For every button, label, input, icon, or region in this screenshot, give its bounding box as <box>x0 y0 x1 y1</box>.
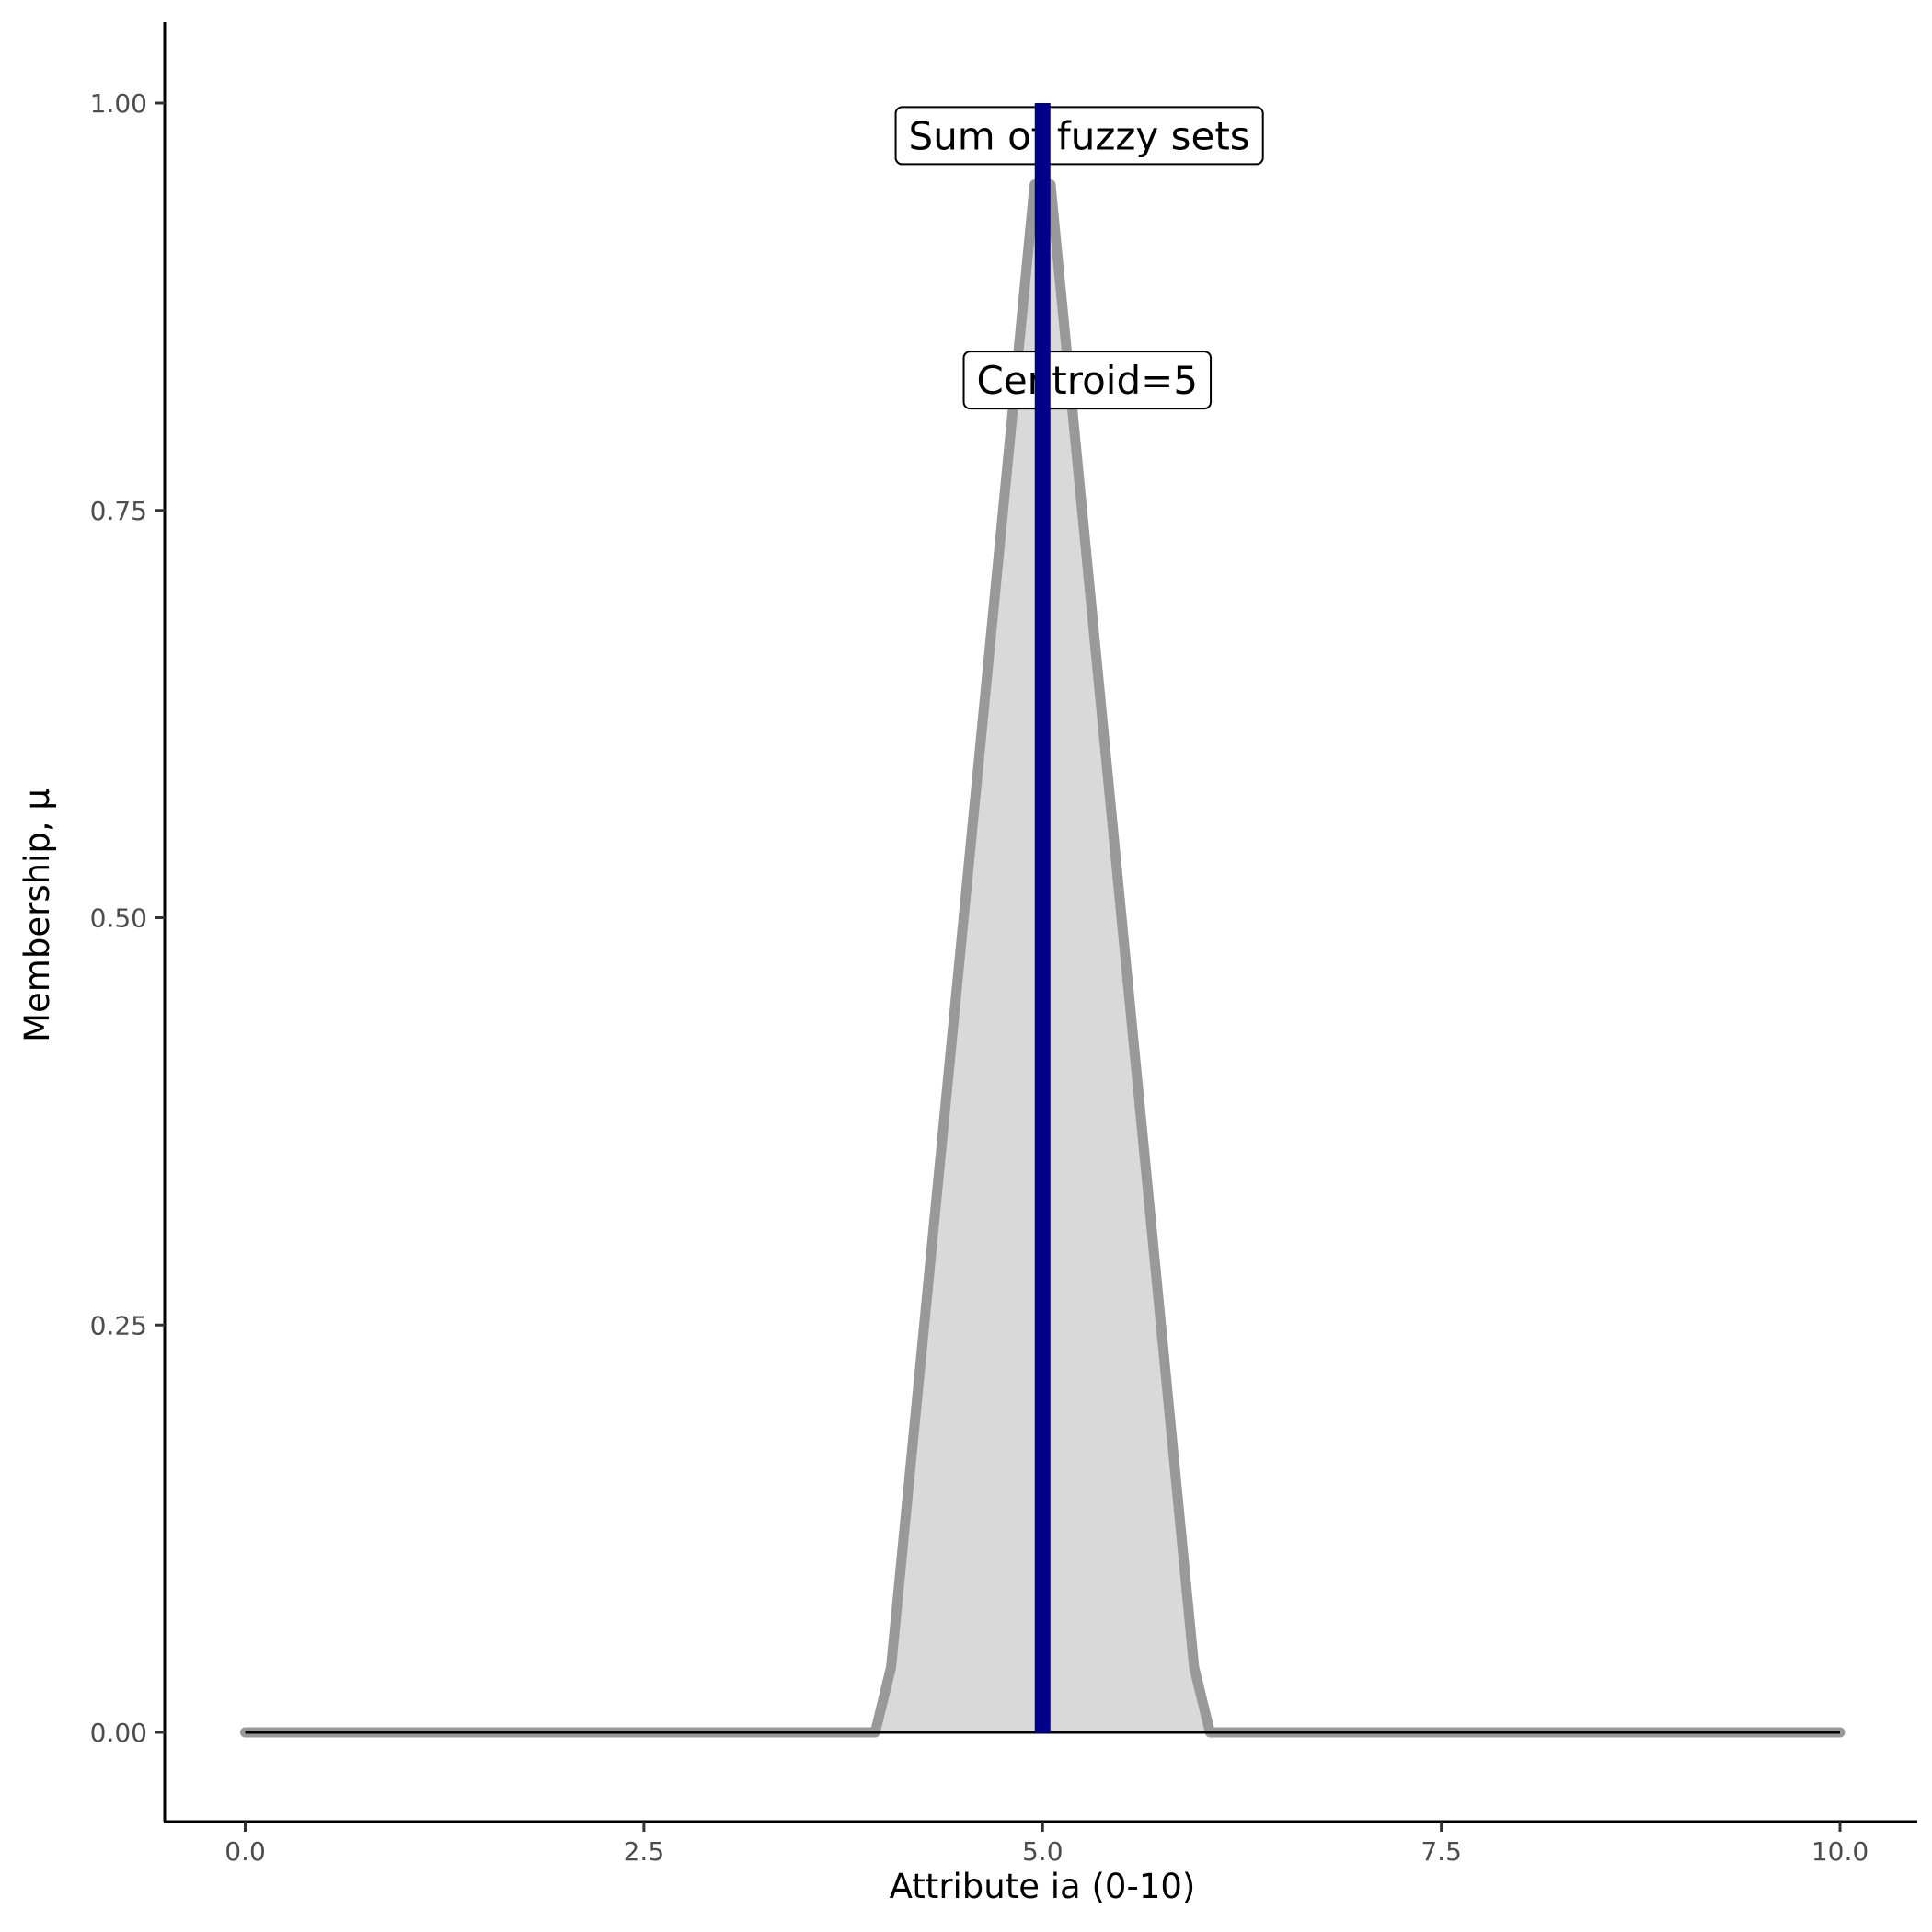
y-tick-label: 0.00 <box>90 1718 147 1748</box>
annotation-label: Centroid=5 <box>962 351 1213 410</box>
y-ticks: 0.00 0.25 0.50 0.75 1.00 <box>90 88 165 1748</box>
x-tick-label: 5.0 <box>1022 1836 1064 1867</box>
annotation-label: Sum of fuzzy sets <box>894 106 1264 166</box>
annotation-text: Sum of fuzzy sets <box>909 113 1250 158</box>
x-tick-label: 10.0 <box>1811 1836 1869 1867</box>
x-tick-label: 0.0 <box>224 1836 266 1867</box>
x-ticks: 0.0 2.5 5.0 7.5 10.0 <box>224 1822 1869 1867</box>
x-axis-title: Attribute ia (0-10) <box>890 1867 1196 1906</box>
x-tick-label: 7.5 <box>1420 1836 1462 1867</box>
y-axis-title: Membership, μ <box>17 788 57 1042</box>
x-tick-label: 2.5 <box>624 1836 665 1867</box>
annotations: Sum of fuzzy sets Centroid=5 <box>894 106 1264 410</box>
y-tick-label: 0.75 <box>90 496 147 526</box>
y-tick-label: 0.25 <box>90 1310 147 1340</box>
annotation-text: Centroid=5 <box>977 358 1199 403</box>
annotation-box <box>962 351 1213 410</box>
y-tick-label: 0.50 <box>90 903 147 934</box>
annotation-box <box>894 106 1264 166</box>
y-tick-label: 1.00 <box>90 88 147 119</box>
